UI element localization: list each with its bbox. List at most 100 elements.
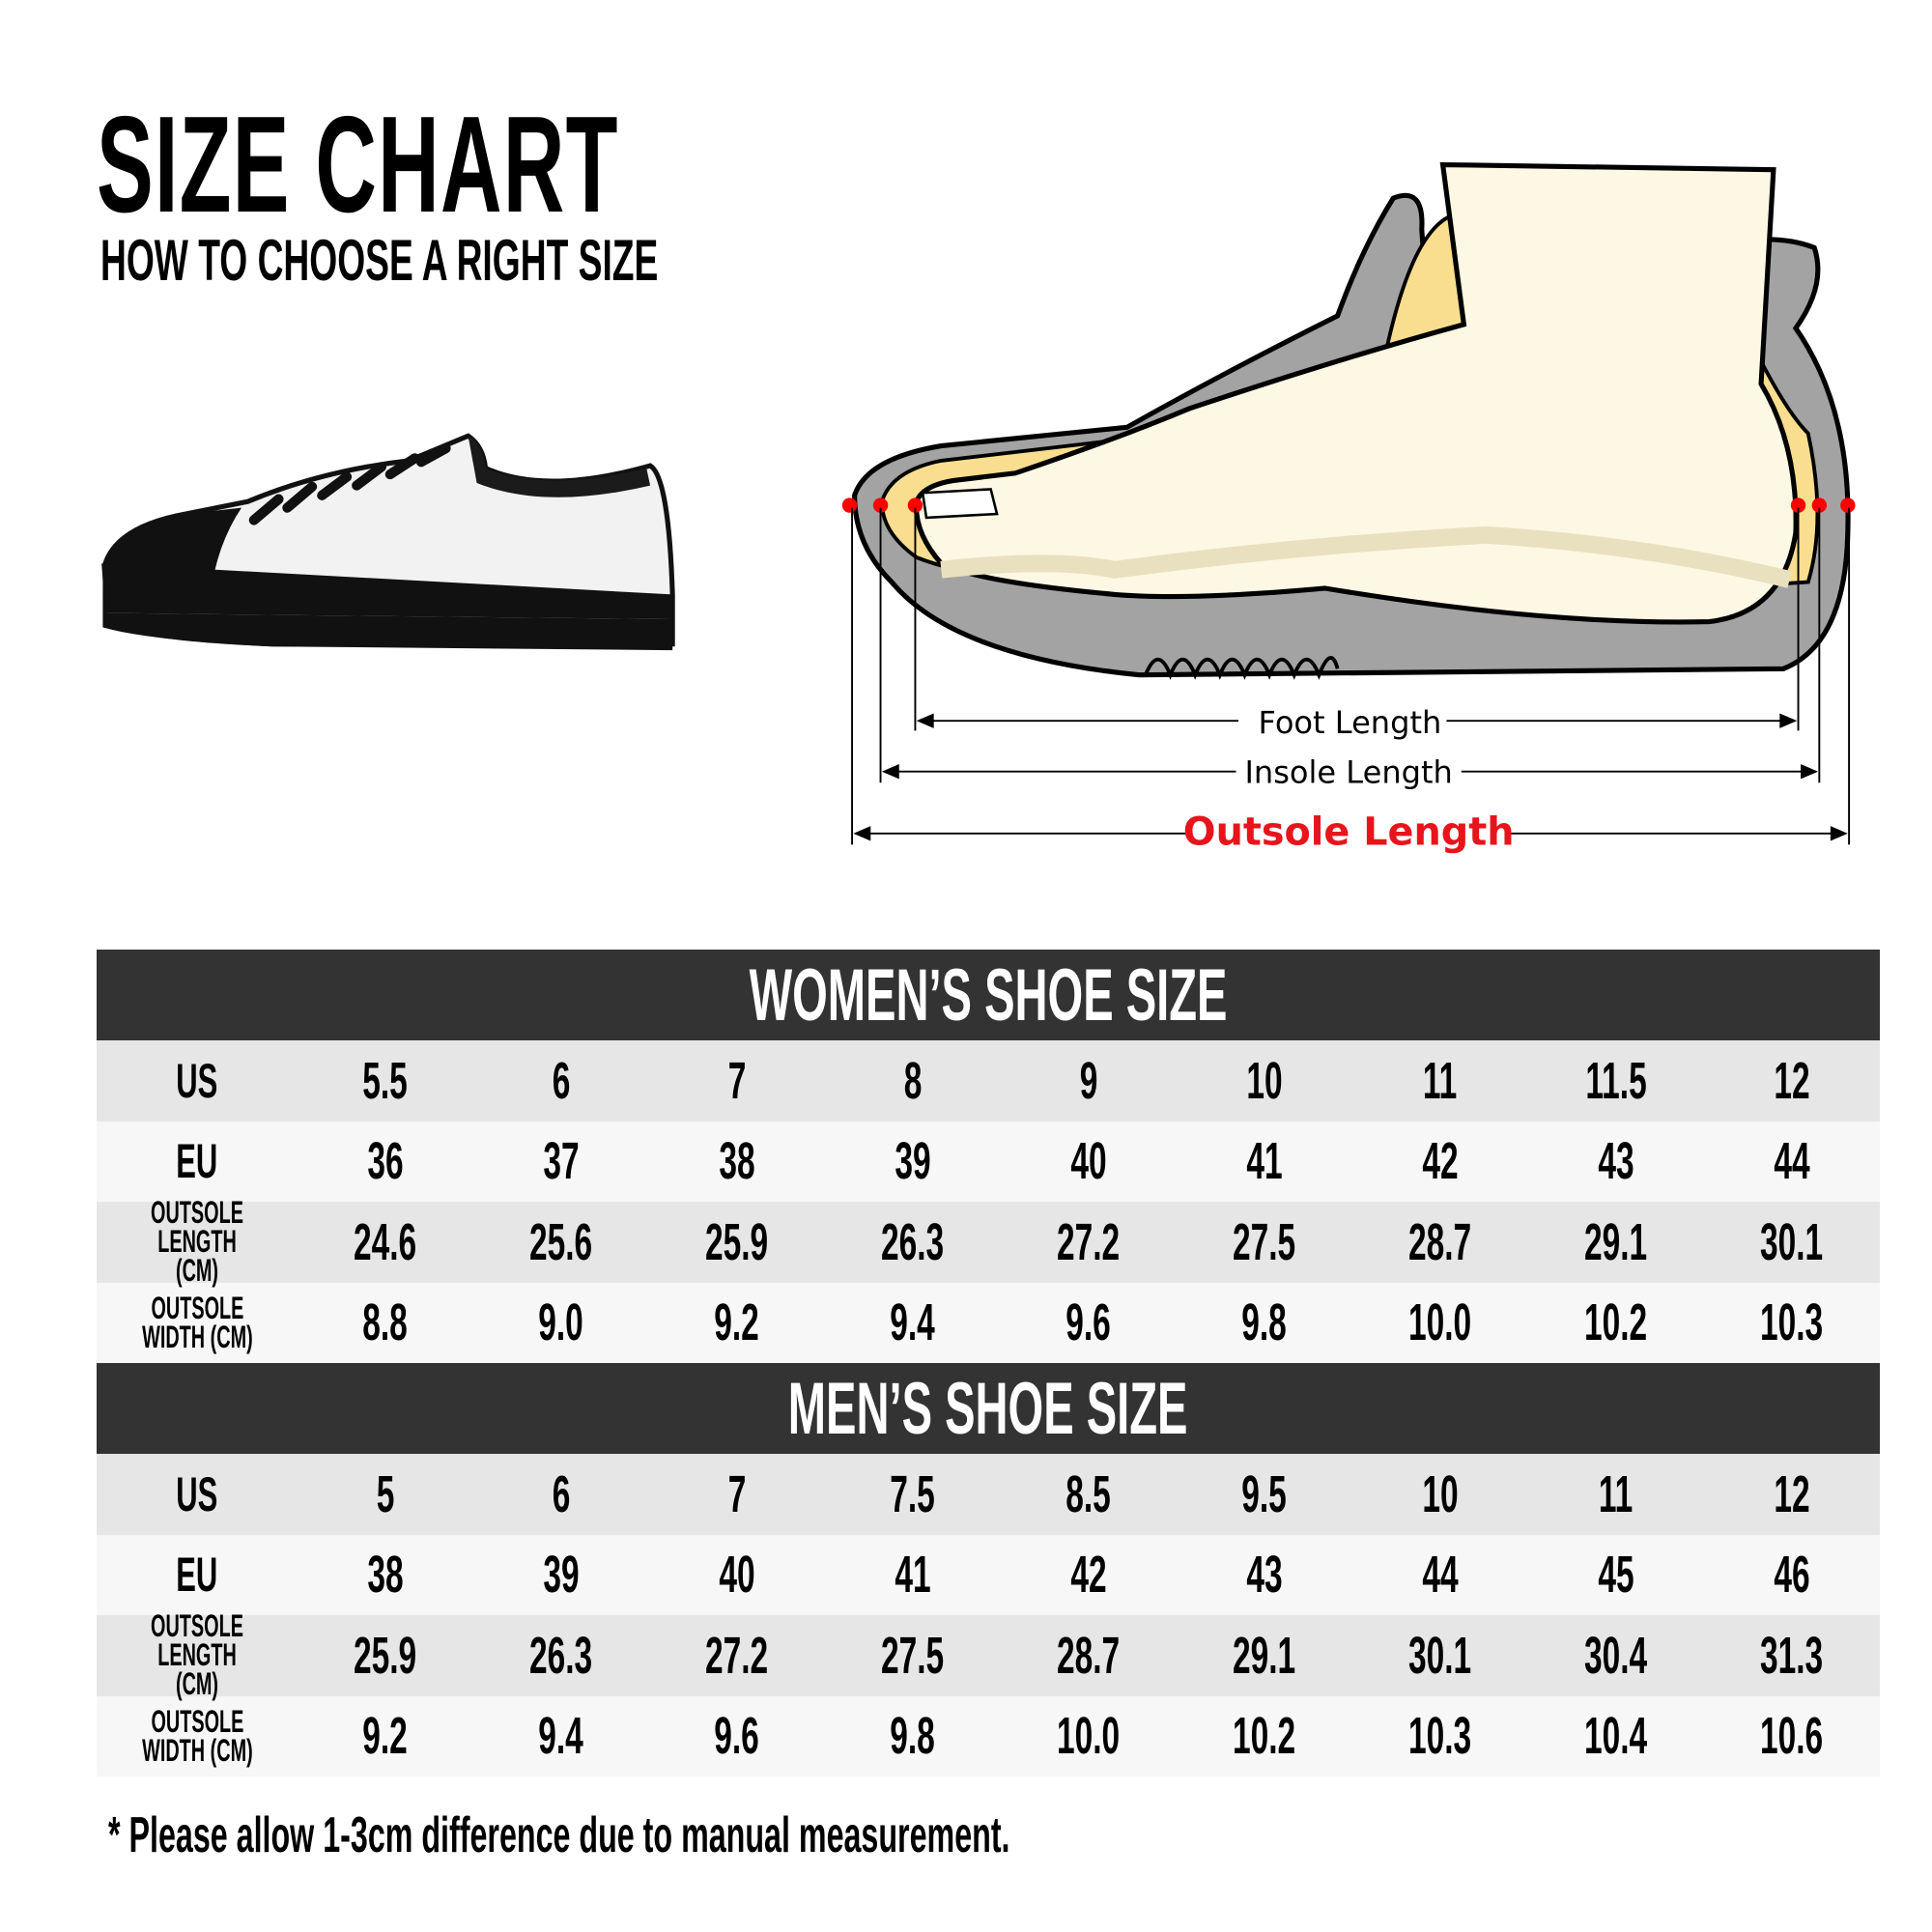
table-cell: 9.0	[538, 1293, 584, 1352]
table-cell: 10.4	[1584, 1707, 1648, 1766]
mens-table-rows: US 5 6 7 7.5 8.5 9.5 10 11 12 EU 38 39 40 41 42 43 44 45 46…	[97, 1454, 1880, 1776]
table-cell: 28.7	[1057, 1626, 1121, 1685]
table-cell: 8	[903, 1051, 923, 1110]
table-cell: 12	[1774, 1051, 1810, 1110]
table-cell: 37	[543, 1132, 580, 1191]
table-cell: 10.2	[1584, 1293, 1648, 1352]
table-cell: 10	[1246, 1051, 1283, 1110]
table-row: OUTSOLE LENGTH (CM) 24.6 25.6 25.9 26.3 27.2 2…	[97, 1197, 1880, 1286]
table-cell: 24.6	[354, 1212, 417, 1271]
table-cell: 25.6	[529, 1212, 593, 1271]
table-cell: 10.3	[1760, 1293, 1824, 1352]
insole-length-label: Insole Length	[1244, 753, 1452, 790]
table-cell: 39	[543, 1546, 580, 1605]
table-cell: 7.5	[890, 1464, 936, 1523]
table-cell: 30.1	[1760, 1212, 1824, 1271]
table-cell: 41	[895, 1546, 931, 1605]
table-cell: 7	[727, 1051, 747, 1110]
table-cell: 9.4	[890, 1293, 936, 1352]
table-cell: 29.1	[1233, 1626, 1296, 1685]
table-cell: 27.2	[705, 1626, 769, 1685]
table-cell: 6	[552, 1051, 571, 1110]
row-label: US	[176, 1053, 218, 1108]
table-cell: 10.0	[1057, 1707, 1121, 1766]
table-cell: 10.0	[1408, 1293, 1472, 1352]
table-cell: 9.8	[1241, 1293, 1288, 1352]
table-cell: 40	[1070, 1132, 1107, 1191]
table-cell: 38	[719, 1132, 755, 1191]
table-cell: 6	[552, 1464, 571, 1523]
table-cell: 7	[727, 1464, 747, 1523]
table-row: EU 38 39 40 41 42 43 44 45 46	[97, 1534, 1880, 1615]
table-cell: 43	[1598, 1132, 1634, 1191]
table-cell: 11	[1599, 1464, 1634, 1523]
table-cell: 45	[1598, 1546, 1634, 1605]
table-cell: 9.6	[1065, 1293, 1112, 1352]
table-cell: 9.6	[714, 1707, 760, 1766]
table-cell: 44	[1774, 1132, 1810, 1191]
table-cell: 38	[367, 1546, 404, 1605]
row-label: EU	[176, 1134, 218, 1189]
table-row: OUTSOLE WIDTH (CM) 8.8 9.0 9.2 9.4 9.6 9.8 10.0…	[97, 1282, 1880, 1363]
foot-in-shoe-diagram: Foot Length Insole Length Outsole Length	[841, 161, 1856, 854]
table-cell: 46	[1774, 1546, 1810, 1605]
table-row: OUTSOLE LENGTH (CM) 25.9 26.3 27.2 27.5 28.7 2…	[97, 1610, 1880, 1699]
footnote: * Please allow 1-3cm difference due to m…	[108, 1807, 1010, 1863]
table-cell: 28.7	[1408, 1212, 1472, 1271]
row-label: OUTSOLE LENGTH (CM)	[151, 1608, 243, 1702]
table-cell: 36	[367, 1132, 404, 1191]
row-label: OUTSOLE WIDTH (CM)	[141, 1290, 253, 1354]
outsole-length-label: Outsole Length	[1183, 810, 1515, 854]
table-cell: 40	[719, 1546, 755, 1605]
table-cell: 42	[1422, 1132, 1459, 1191]
foot-length-label: Foot Length	[1259, 704, 1442, 741]
table-cell: 8.5	[1065, 1464, 1112, 1523]
table-cell: 27.5	[1233, 1212, 1296, 1271]
table-cell: 9.5	[1241, 1464, 1288, 1523]
page-title: SIZE CHART	[97, 88, 619, 242]
womens-size-table: WOMEN’S SHOE SIZE US 5.5 6 7 8 9 10 11 11.5 12 EU 3…	[97, 950, 1880, 1363]
table-row: US 5 6 7 7.5 8.5 9.5 10 11 12	[97, 1454, 1880, 1535]
row-label: OUTSOLE WIDTH (CM)	[141, 1703, 253, 1768]
table-cell: 41	[1246, 1132, 1283, 1191]
table-cell: 31.3	[1760, 1626, 1824, 1685]
table-cell: 10	[1422, 1464, 1459, 1523]
row-label: OUTSOLE LENGTH (CM)	[151, 1195, 243, 1289]
table-cell: 10.2	[1233, 1707, 1296, 1766]
table-cell: 5.5	[362, 1051, 409, 1110]
table-cell: 26.3	[881, 1212, 945, 1271]
womens-table-header: WOMEN’S SHOE SIZE	[97, 950, 1880, 1040]
table-cell: 9.2	[362, 1707, 409, 1766]
page-subtitle: HOW TO CHOOSE A RIGHT SIZE	[100, 228, 659, 293]
mens-size-table: MEN’S SHOE SIZE US 5 6 7 7.5 8.5 9.5 10 11 12 EU 38…	[97, 1363, 1880, 1776]
table-cell: 9	[1079, 1051, 1098, 1110]
table-cell: 9.2	[714, 1293, 760, 1352]
table-cell: 27.5	[881, 1626, 945, 1685]
table-cell: 9.8	[890, 1707, 936, 1766]
table-cell: 30.4	[1584, 1626, 1648, 1685]
table-cell: 8.8	[362, 1293, 409, 1352]
table-row: EU 36 37 38 39 40 41 42 43 44	[97, 1121, 1880, 1202]
table-cell: 10.3	[1408, 1707, 1472, 1766]
sneaker-illustration	[101, 433, 675, 651]
table-row: US 5.5 6 7 8 9 10 11 11.5 12	[97, 1040, 1880, 1122]
measurement-markers	[841, 497, 1856, 513]
table-cell: 11.5	[1585, 1051, 1647, 1110]
womens-table-rows: US 5.5 6 7 8 9 10 11 11.5 12 EU 36 37 38 39 40 41 42 43 44 O…	[97, 1040, 1880, 1363]
table-cell: 43	[1246, 1546, 1283, 1605]
mens-table-header: MEN’S SHOE SIZE	[97, 1363, 1880, 1454]
table-cell: 27.2	[1057, 1212, 1121, 1271]
row-label: US	[176, 1466, 218, 1521]
table-cell: 10.6	[1760, 1707, 1824, 1766]
table-cell: 25.9	[354, 1626, 417, 1685]
table-cell: 29.1	[1584, 1212, 1648, 1271]
table-cell: 39	[895, 1132, 931, 1191]
table-cell: 9.4	[538, 1707, 584, 1766]
table-cell: 44	[1422, 1546, 1459, 1605]
table-cell: 11	[1423, 1051, 1458, 1110]
table-cell: 42	[1070, 1546, 1107, 1605]
table-cell: 26.3	[529, 1626, 593, 1685]
table-row: OUTSOLE WIDTH (CM) 9.2 9.4 9.6 9.8 10.0 10.2 10…	[97, 1695, 1880, 1776]
row-label: EU	[176, 1548, 218, 1603]
